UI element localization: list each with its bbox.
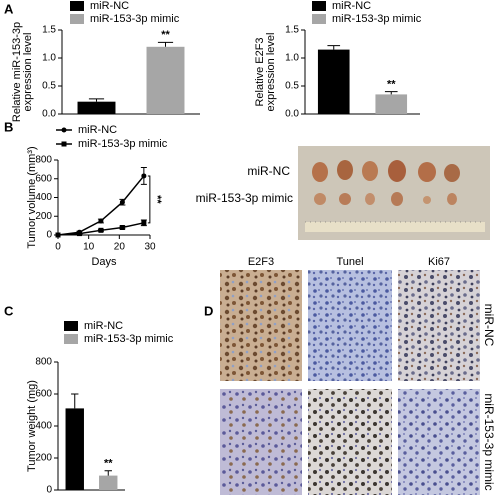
legend-label: miR-NC <box>78 124 117 136</box>
legend-label: miR-NC <box>84 320 123 332</box>
legend-swatch <box>312 14 326 24</box>
y-tick-label: 0.5 <box>42 81 56 92</box>
y-tick-label: 1.5 <box>42 25 56 36</box>
row-label: miR-153-3p mimic <box>482 393 496 490</box>
y-tick-label: 1.0 <box>285 53 299 64</box>
legend-label: miR-153-3p mimic <box>90 13 180 25</box>
y-axis-label: Tumor volume (mm³) <box>26 146 38 248</box>
legend-swatch <box>70 14 84 24</box>
y-tick-label: 400 <box>35 421 52 432</box>
panel-label: A <box>4 1 14 16</box>
y-tick-label: 200 <box>35 211 52 222</box>
marker <box>119 225 125 230</box>
y-tick-label: 200 <box>35 453 52 464</box>
legend-label: miR-NC <box>332 0 371 12</box>
error-bar <box>88 98 105 102</box>
y-tick-label: 400 <box>35 192 52 203</box>
annotation: ** <box>151 195 163 204</box>
photo-label: miR-NC <box>247 164 290 178</box>
legend-swatch <box>312 1 326 11</box>
y-axis-label: expression level <box>265 33 277 112</box>
x-axis-label: Days <box>91 256 117 268</box>
row-label: miR-NC <box>482 304 496 347</box>
y-tick-label: 1.5 <box>285 25 299 36</box>
x-tick-label: 10 <box>83 242 95 253</box>
legend-label: miR-NC <box>90 0 129 12</box>
bar <box>317 49 350 114</box>
error-bar <box>104 470 112 476</box>
bar <box>65 408 84 490</box>
y-tick-label: 0.5 <box>285 81 299 92</box>
y-tick-label: 600 <box>35 389 52 400</box>
marker <box>98 227 104 233</box>
error-bar <box>157 41 174 47</box>
bracket <box>147 175 151 224</box>
marker <box>141 173 147 179</box>
y-tick-label: 0 <box>46 230 52 241</box>
x-tick-label: 0 <box>55 242 61 253</box>
legend-swatch <box>70 1 84 11</box>
column-label: Ki67 <box>428 256 450 268</box>
y-axis-label: expression level <box>22 33 34 112</box>
bar <box>77 101 116 114</box>
legend-marker <box>61 127 67 133</box>
annotation: ** <box>161 29 170 41</box>
legend-marker <box>61 141 67 147</box>
y-tick-label: 800 <box>35 357 52 368</box>
marker <box>141 220 147 226</box>
y-tick-label: 0.0 <box>285 109 299 120</box>
marker <box>98 218 104 224</box>
legend-label: miR-153-3p mimic <box>78 138 168 150</box>
marker <box>55 232 61 238</box>
bar <box>375 94 408 114</box>
marker <box>76 231 82 237</box>
histology-images <box>220 270 480 495</box>
error-bar <box>384 91 398 95</box>
legend-label: miR-153-3p mimic <box>332 13 422 25</box>
y-tick-label: 600 <box>35 173 52 184</box>
bar <box>146 46 185 114</box>
photo-label: miR-153-3p mimic <box>196 191 293 205</box>
error-bar <box>327 45 341 50</box>
x-tick-label: 20 <box>114 242 126 253</box>
marker <box>119 199 125 205</box>
y-tick-label: 1.0 <box>42 53 56 64</box>
x-tick-label: 30 <box>144 242 156 253</box>
panel-label: B <box>4 119 13 134</box>
annotation: ** <box>104 458 113 470</box>
bar <box>99 475 118 490</box>
column-label: Tunel <box>336 256 363 268</box>
panel-label: D <box>204 303 213 318</box>
y-tick-label: 0.0 <box>42 109 56 120</box>
y-axis-label: Tumor weight (mg) <box>26 380 38 472</box>
column-label: E2F3 <box>248 256 274 268</box>
panel-label: C <box>4 303 14 318</box>
y-axis-label: Relative E2F3 <box>254 37 266 106</box>
tumor-photo <box>298 146 490 240</box>
annotation: ** <box>387 79 396 91</box>
legend-swatch <box>64 334 78 344</box>
y-tick-label: 800 <box>35 155 52 166</box>
y-axis-label: Relative miR-153-3p <box>11 22 23 122</box>
legend-swatch <box>64 321 78 331</box>
y-tick-label: 0 <box>46 485 52 496</box>
error-bar <box>71 393 79 409</box>
legend-label: miR-153-3p mimic <box>84 333 174 345</box>
